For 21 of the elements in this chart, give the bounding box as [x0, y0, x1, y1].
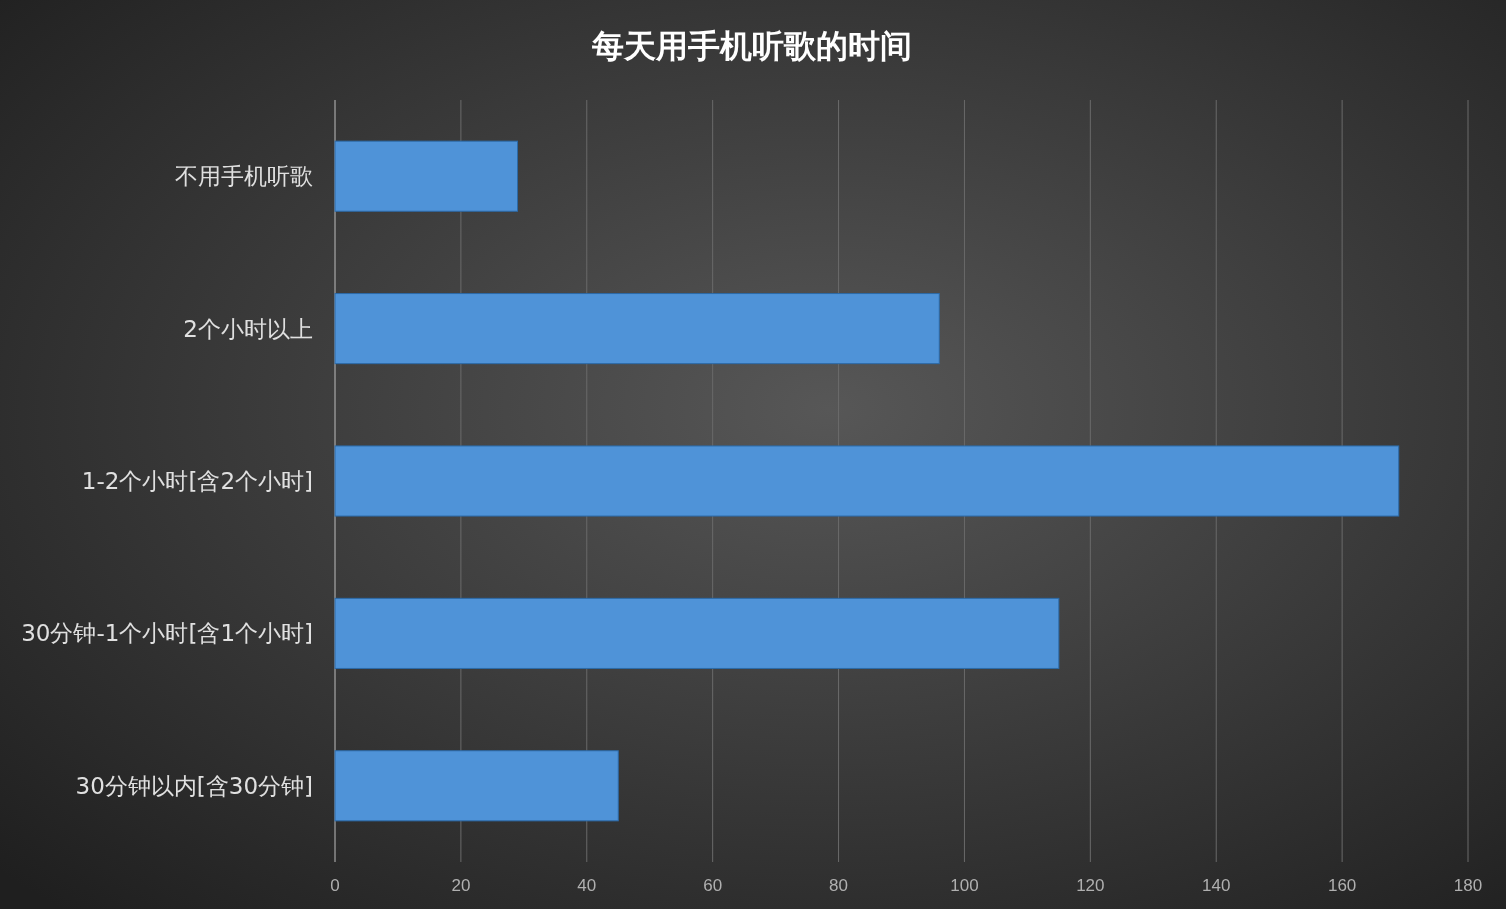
- y-tick-label: 30分钟以内[含30分钟]: [75, 772, 313, 799]
- x-tick-label: 20: [451, 876, 471, 895]
- x-tick-label: 40: [577, 876, 597, 895]
- x-tick-label: 60: [703, 876, 723, 895]
- bar: [334, 293, 940, 365]
- y-tick-label: 30分钟-1个小时[含1个小时]: [21, 620, 313, 647]
- x-tick-label: 140: [1202, 876, 1231, 895]
- bar: [334, 445, 1400, 517]
- y-tick-label: 2个小时以上: [183, 315, 313, 342]
- y-tick-label: 不用手机听歌: [175, 163, 313, 190]
- x-tick-label: 160: [1327, 876, 1357, 895]
- bar: [334, 140, 519, 212]
- bar: [334, 597, 1060, 669]
- x-tick-label: 80: [829, 876, 849, 895]
- chart-title: 每天用手机听歌的时间: [591, 27, 912, 65]
- y-tick-label: 1-2个小时[含2个小时]: [81, 468, 313, 495]
- bar: [334, 750, 619, 822]
- x-tick-label: 180: [1453, 876, 1483, 895]
- x-tick-label: 120: [1076, 876, 1105, 895]
- x-tick-label: 0: [330, 876, 340, 895]
- x-tick-label: 100: [950, 876, 979, 895]
